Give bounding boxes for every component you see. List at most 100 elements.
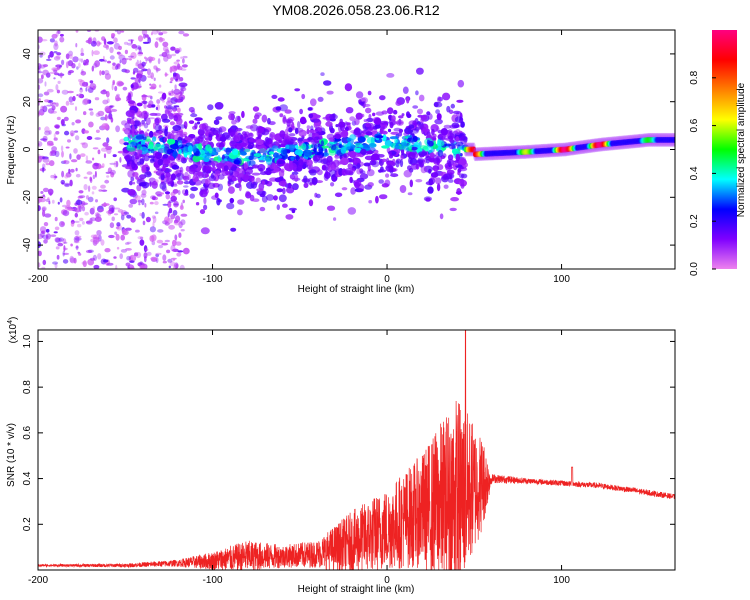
spectrogram-cell (394, 138, 398, 144)
spectrogram-cell (150, 149, 155, 154)
spectrogram-cell (290, 138, 294, 145)
spectrogram-cell (311, 114, 321, 120)
spectrogram-cell (344, 121, 349, 127)
spectrogram-cell (360, 101, 364, 107)
spectrogram-cell (75, 199, 83, 206)
spectrogram-cell (49, 151, 53, 157)
spectrogram-cell (361, 103, 371, 107)
spectrogram-cell (104, 179, 110, 184)
spectrogram-cell (114, 85, 118, 92)
spectrogram-cell (344, 83, 353, 92)
spectrogram-cell (382, 134, 387, 142)
spectrogram-cell (40, 231, 45, 238)
spectrogram-cell (228, 128, 236, 136)
spectrogram-cell (180, 56, 183, 59)
spectrogram-cell (310, 125, 314, 131)
spectrogram-cell (162, 254, 167, 261)
spectrogram-cell (173, 114, 178, 122)
spectrogram-cell (167, 138, 176, 145)
spectrogram-cell (308, 113, 314, 119)
spectrogram-cell (86, 171, 93, 175)
spectrogram-cell (200, 227, 210, 235)
spectrogram-cell (93, 50, 100, 55)
spectrogram-cell (426, 139, 431, 145)
spectrogram-cell (42, 157, 50, 163)
spectrogram-cell (372, 112, 376, 117)
spectrogram-cell (271, 145, 279, 152)
spectrogram-cell (54, 226, 60, 231)
spectrogram-cell (330, 182, 335, 187)
spectrogram-cell (148, 177, 156, 183)
spectrogram-cell (451, 163, 458, 167)
colorbar-tick-label: 0.6 (689, 118, 700, 132)
spectrogram-cell (299, 116, 307, 125)
spectrogram-cell (83, 59, 87, 66)
spectrogram-cell (115, 226, 120, 229)
spectrogram-cell (79, 217, 84, 222)
spectrogram-cell (437, 149, 444, 157)
spectrogram-cell (261, 180, 266, 185)
spectrogram-cell (94, 60, 100, 68)
spectrogram-cell (354, 181, 360, 189)
spectrogram-cell (103, 259, 109, 263)
spectrogram-cell (261, 195, 268, 203)
spectrogram-cell (298, 159, 304, 167)
spectrogram-cell (158, 125, 163, 131)
spectrogram-cell (364, 135, 369, 139)
spectrogram-cell (143, 33, 146, 39)
spectrogram-cell (110, 108, 118, 112)
spectrogram-cell (284, 109, 292, 114)
spectrogram-cell (69, 179, 73, 187)
spectrogram-cell (84, 130, 89, 134)
spectrogram-cell (389, 121, 394, 129)
spectrogram-cell (80, 58, 84, 63)
spectrogram-cell (427, 145, 434, 153)
spectrogram-cell (253, 153, 262, 158)
spectrogram-cell (111, 83, 114, 91)
spectrogram-cell (419, 145, 429, 150)
spectrogram-cell (69, 54, 73, 59)
spectrogram-cell (161, 51, 168, 58)
spectrogram-cell (127, 119, 131, 124)
spectrogram-cell (131, 155, 135, 164)
spectrogram-cell (85, 155, 89, 162)
spectrogram-cell (44, 213, 52, 218)
spectrogram-cell (43, 239, 48, 244)
spectrogram-cell (96, 230, 102, 236)
spectrogram-cell (435, 177, 442, 185)
spectrogram-cell (323, 80, 332, 86)
spectrogram-cell (178, 82, 188, 88)
spectrogram-cell (239, 151, 247, 156)
spectrogram-cell (320, 145, 330, 149)
spectrogram-cell (72, 56, 79, 63)
spectrogram-cell (433, 102, 443, 108)
spectrogram-cell (147, 95, 153, 98)
spectrogram-cell (64, 130, 70, 136)
spectrogram-cell (80, 153, 86, 158)
spectrogram-cell (63, 160, 70, 165)
spectrogram-cell (427, 186, 434, 194)
spectrogram-cell (323, 173, 329, 181)
spectrogram-cell (101, 163, 105, 168)
spectrogram-cell (84, 211, 89, 216)
spectrogram-cell (214, 192, 219, 199)
spectrogram-cell (174, 49, 180, 54)
spectrogram-cell (176, 107, 181, 113)
spectrogram-cell (38, 71, 43, 74)
spectrogram-cell (199, 209, 206, 215)
spectrogram-cell (314, 192, 318, 198)
spectrogram-cell (130, 216, 134, 220)
spectrogram-cell (162, 41, 169, 47)
spectrogram-ytick-label: -40 (22, 237, 33, 252)
spectrogram-cell (141, 165, 147, 174)
spectrogram-cell (446, 169, 455, 175)
spectrogram-cell (78, 253, 82, 256)
spectrogram-cell (149, 201, 154, 205)
spectrogram-cell (450, 103, 455, 109)
spectrogram-ytick-label: 0 (22, 146, 33, 152)
spectrogram-cell (292, 183, 299, 191)
spectrogram-cell (368, 113, 372, 120)
spectrogram-cell (39, 226, 47, 233)
spectrogram-cell (135, 62, 138, 67)
spectrogram-cell (154, 118, 160, 126)
